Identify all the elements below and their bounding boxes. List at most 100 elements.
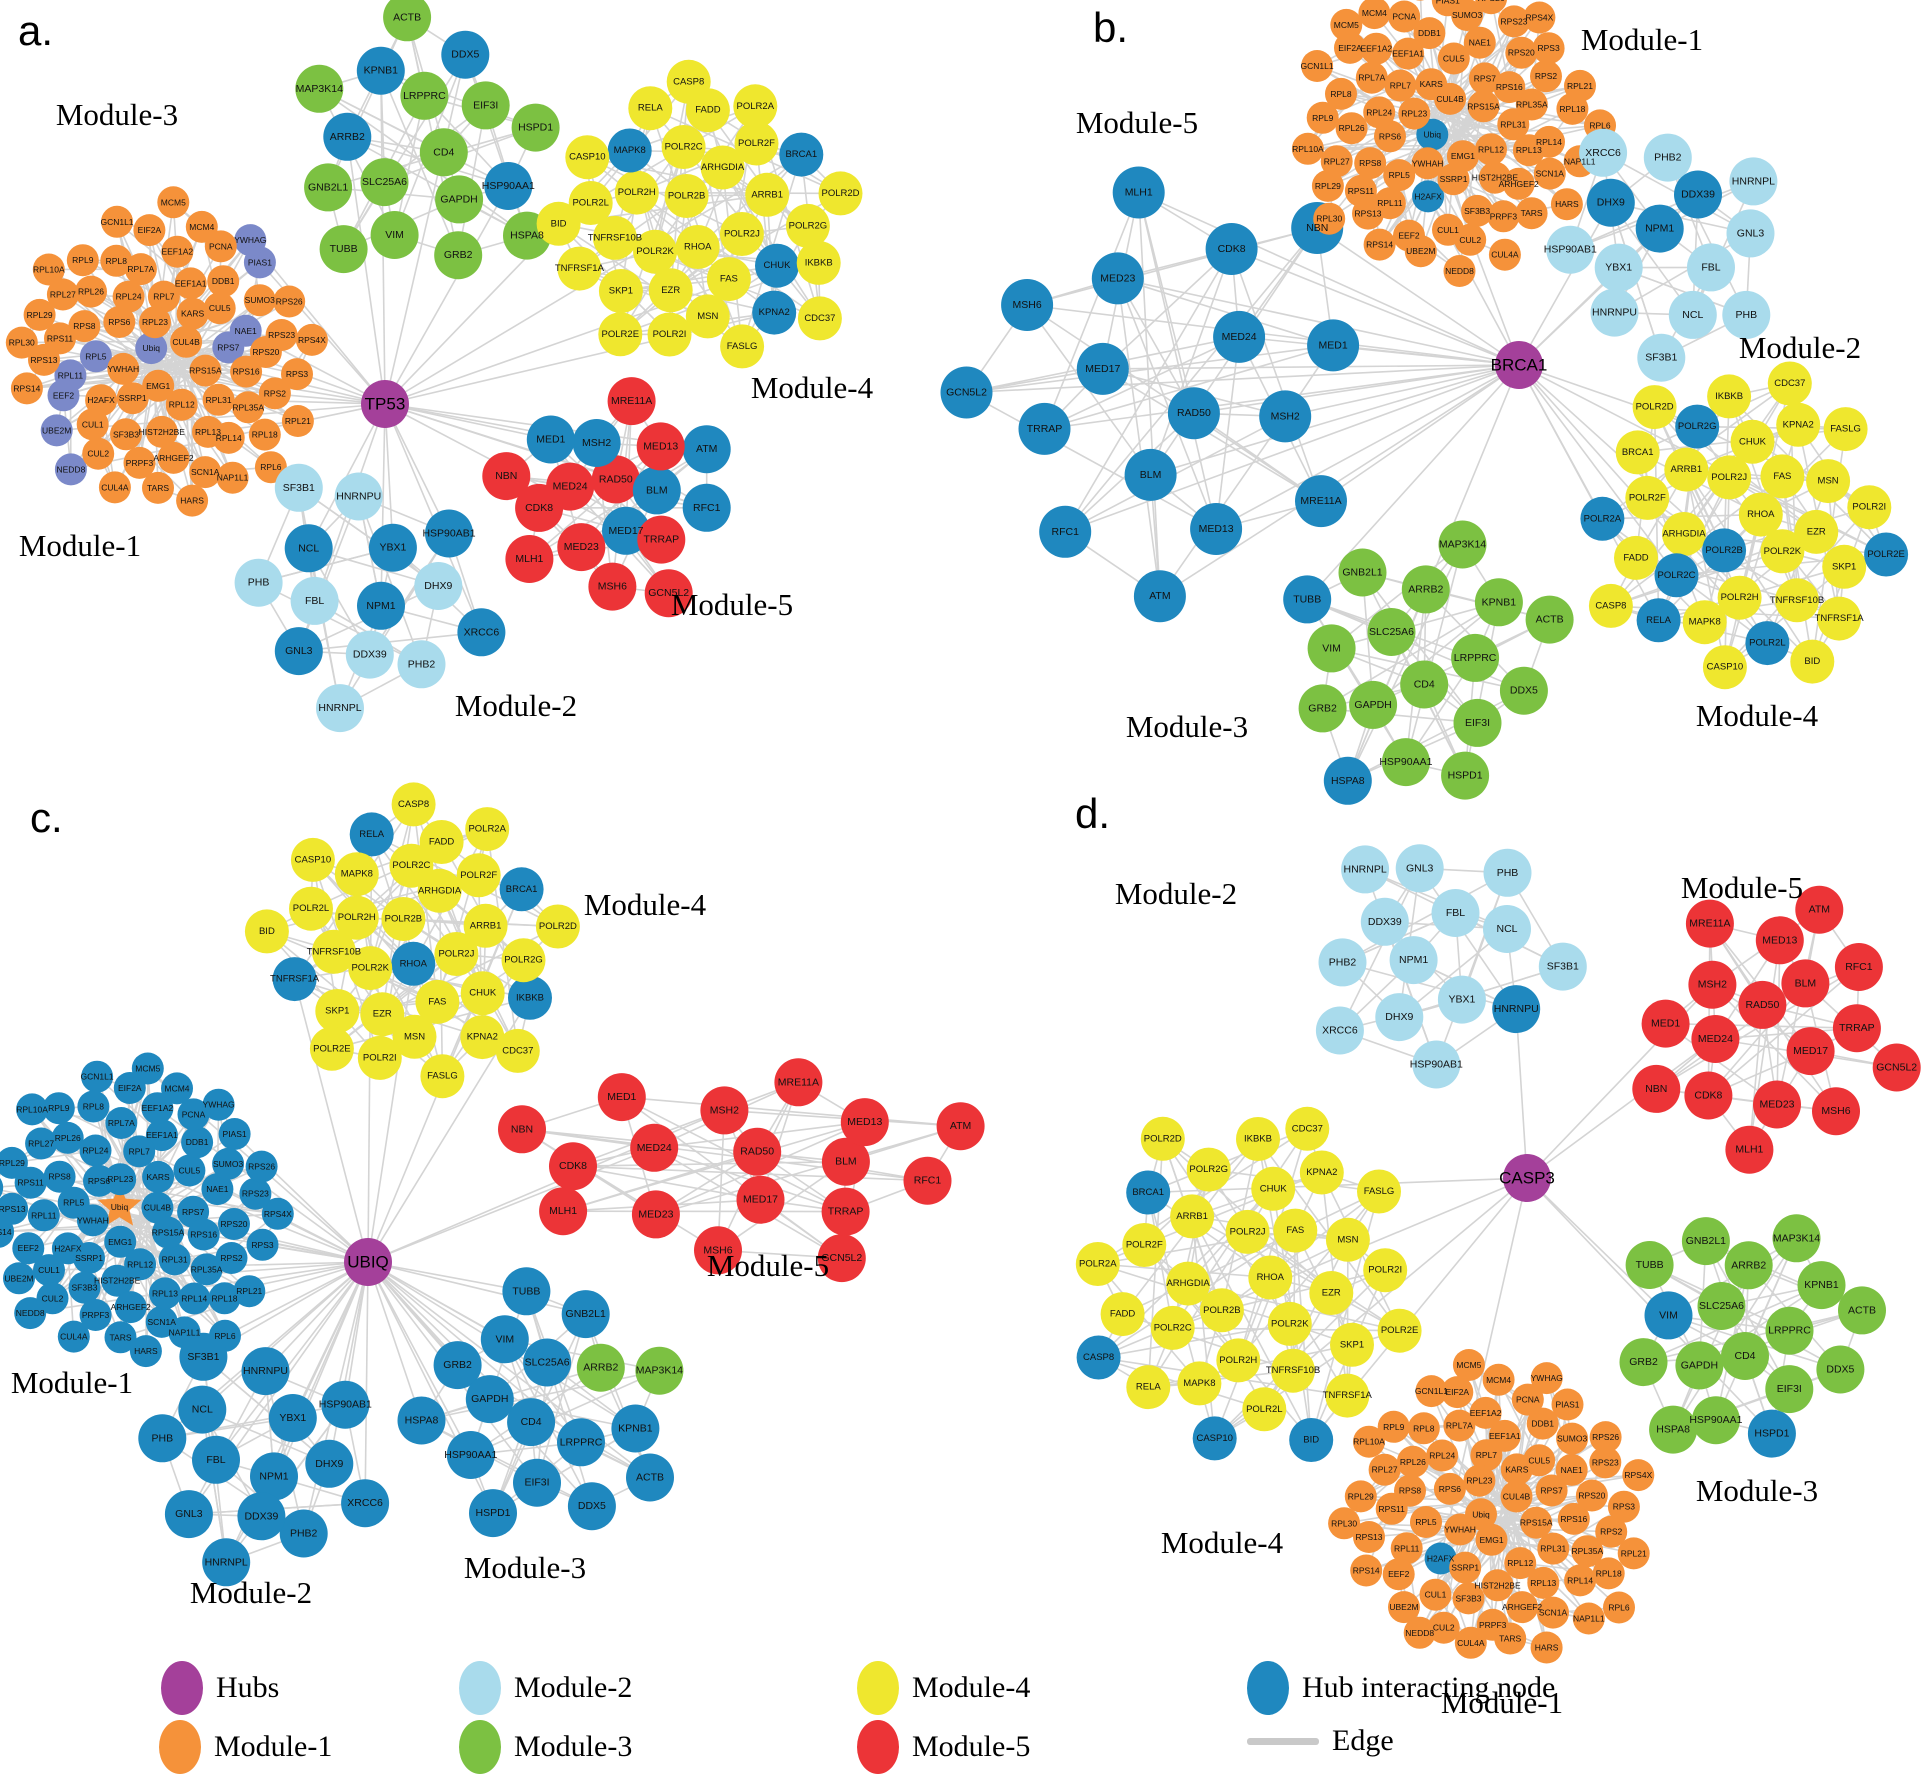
node-label: RPL5: [85, 351, 107, 361]
edge: [151, 347, 266, 353]
node-label: RPL9: [1312, 113, 1334, 123]
node-label: RPL18: [1559, 104, 1585, 114]
network-node: [268, 1394, 317, 1442]
network-node: [1388, 0, 1421, 33]
node-label: MED17: [1793, 1045, 1828, 1057]
edge: [1443, 1529, 1461, 1628]
node-label: RPL7: [1476, 1450, 1498, 1460]
edge: [371, 833, 458, 955]
edge: [1342, 961, 1517, 1010]
node-label: GRB2: [1629, 1356, 1658, 1368]
panel-letter: d.: [1075, 790, 1110, 837]
network-node: [425, 509, 473, 558]
network-node: [607, 128, 652, 173]
node-label: SF3B3: [113, 429, 139, 439]
node-label: GAPDH: [1354, 699, 1391, 711]
network-node: [539, 1187, 588, 1236]
network-node: [383, 0, 432, 42]
network-node: [1352, 197, 1384, 230]
network-node: [79, 1134, 112, 1167]
node-label: RPS7: [182, 1207, 204, 1217]
node-label: GAPDH: [471, 1393, 508, 1405]
network-node: [1590, 288, 1639, 337]
node-label: RPL30: [1331, 1518, 1357, 1528]
network-node: [903, 1156, 952, 1205]
node-label: RFC1: [693, 502, 721, 514]
node-label: SF3B1: [1547, 961, 1579, 973]
node-label: RPS23: [1592, 1457, 1619, 1467]
node-label: RPS15A: [1520, 1518, 1553, 1528]
node-label: NAP1L1: [1564, 156, 1596, 166]
node-label: TNFRSF10B: [1770, 595, 1824, 606]
node-label: CUL4A: [101, 482, 129, 492]
hub-label: UBIQ: [347, 1253, 389, 1272]
network-node: [321, 1380, 370, 1429]
network-node: [174, 267, 207, 300]
network-node: [1236, 1117, 1280, 1161]
hub-edge: [1285, 364, 1520, 418]
network-node: [1682, 600, 1727, 645]
edge: [1347, 689, 1525, 782]
node-label: POLR2I: [363, 1052, 397, 1063]
network-node: [588, 562, 637, 611]
node-label: EEF2: [53, 390, 75, 400]
node-label: MCM4: [1486, 1375, 1511, 1385]
node-label: POLR2J: [1711, 472, 1747, 483]
node-label: CDK8: [1694, 1090, 1722, 1102]
node-label: RPL18: [1596, 1568, 1622, 1578]
node-label: PRPF3: [82, 1310, 110, 1320]
node-label: RPL14: [216, 433, 242, 443]
edge: [1405, 544, 1464, 763]
network-node: [319, 225, 368, 274]
node-label: YBX1: [1448, 994, 1475, 1006]
network-node: [1122, 1223, 1167, 1267]
node-label: FBL: [1701, 261, 1720, 273]
node-label: DDB1: [1531, 1419, 1554, 1429]
network-node: [1177, 1361, 1222, 1406]
node-label: RPL7A: [1358, 73, 1385, 83]
network-node: [1248, 1255, 1293, 1300]
node-label: NEDD8: [1445, 266, 1474, 276]
node-label: EZR: [1807, 526, 1826, 537]
network-node: [1684, 1071, 1733, 1120]
node-label: NEDD8: [56, 464, 85, 474]
edge: [346, 136, 528, 237]
network-node: [666, 59, 711, 104]
network-node: [840, 1098, 889, 1147]
node-label: CUL4A: [60, 1332, 88, 1342]
network-node: [1635, 204, 1684, 253]
node-label: KPNB1: [364, 65, 399, 77]
hub-edge: [1102, 364, 1520, 370]
network-node: [1481, 1569, 1514, 1602]
network-node: [25, 1127, 58, 1160]
node-label: PCNA: [182, 1109, 206, 1119]
network-node: [149, 1277, 181, 1310]
network-node: [79, 1299, 112, 1331]
network-node: [1415, 1375, 1448, 1408]
network-node: [1100, 1292, 1145, 1337]
node-label: RPS4X: [264, 1209, 292, 1219]
node-label: CUL4B: [1503, 1492, 1531, 1502]
node-label: TNFRSF10B: [588, 232, 642, 243]
panel-letter: b.: [1093, 4, 1128, 51]
node-label: FAS: [428, 996, 446, 1007]
network-node: [1318, 938, 1367, 987]
network-node: [212, 1147, 245, 1180]
network-node: [202, 1088, 235, 1121]
node-label: NCL: [298, 542, 319, 554]
network-node: [736, 1175, 785, 1224]
network-node: [637, 515, 686, 564]
node-label: YBX1: [379, 542, 406, 554]
network-node: [733, 84, 778, 129]
node-label: POLR2A: [1079, 1259, 1117, 1270]
network-node: [1463, 1464, 1496, 1497]
node-label: CUL1: [1425, 1590, 1447, 1600]
module-label: Module-1: [1441, 1685, 1563, 1720]
node-label: ACTB: [636, 1472, 664, 1484]
node-label: CUL2: [87, 449, 109, 459]
node-label: HSPA8: [1656, 1424, 1690, 1436]
hub-edge: [151, 347, 386, 405]
node-label: EIF3I: [1465, 717, 1490, 729]
node-label: RPS16: [190, 1230, 217, 1240]
network-node: [1717, 575, 1762, 620]
